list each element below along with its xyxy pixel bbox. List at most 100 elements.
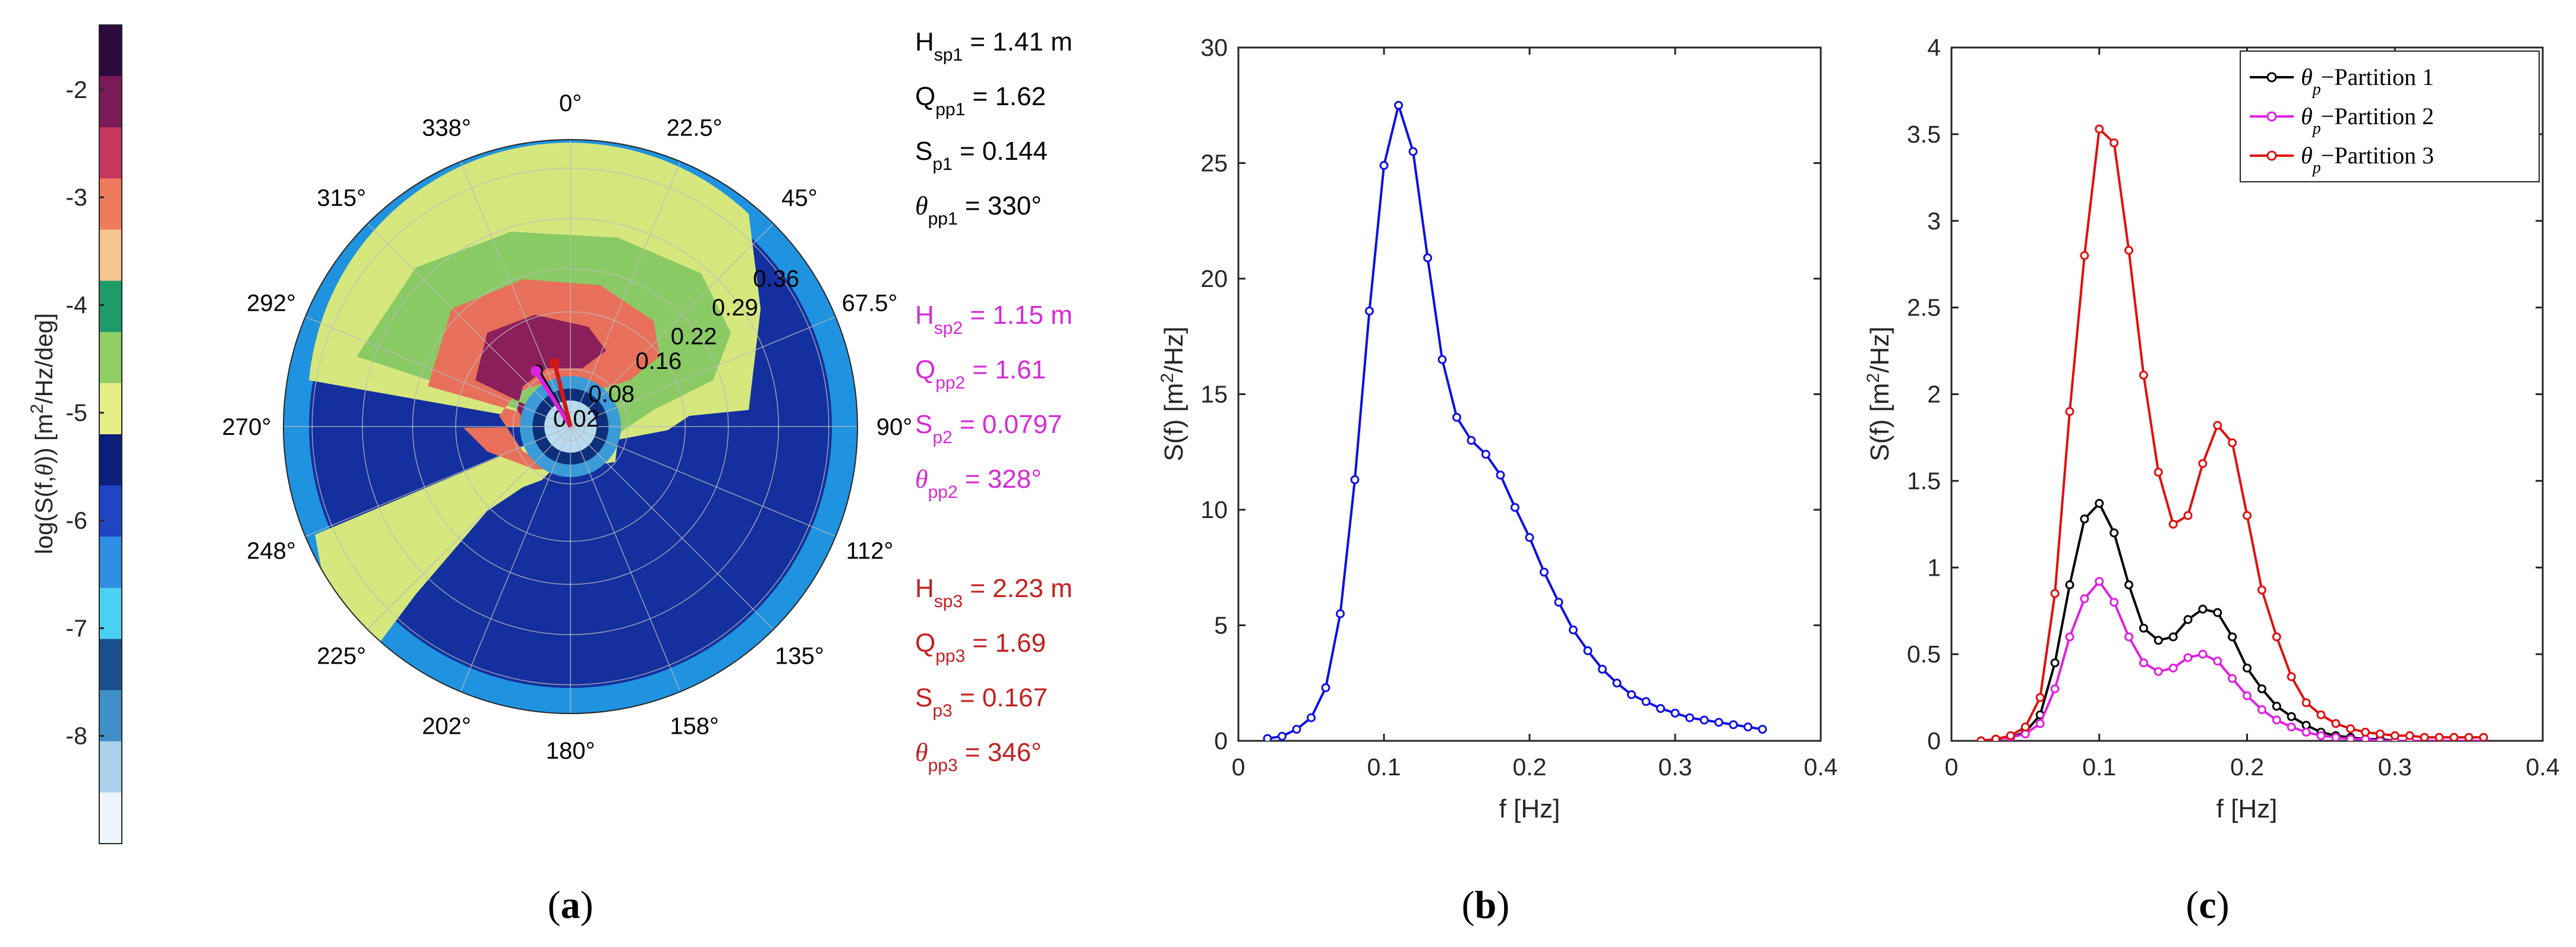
data-point [2449, 733, 2459, 741]
y-tick-label: 2.5 [1907, 294, 1941, 321]
polar-grid-spoke [305, 316, 571, 427]
x-tick-label: 0.1 [2082, 753, 2116, 781]
polar-direction-label: 90° [876, 414, 913, 440]
x-tick-label: 0 [1232, 753, 1246, 781]
data-point [2213, 656, 2222, 666]
data-point [1379, 160, 1389, 170]
data-point [2287, 672, 2296, 681]
data-point [1700, 715, 1709, 725]
x-tick-label: 0.3 [1659, 753, 1692, 781]
stat-line: θpp2 = 328° [915, 465, 1042, 502]
data-point [2050, 589, 2060, 598]
data-point [2479, 733, 2488, 741]
stat-line: Qpp1 = 1.62 [915, 82, 1046, 119]
colorbar-label: log(S(f,θ)) [m2/Hz/deg] [27, 313, 58, 554]
data-point [2435, 733, 2444, 741]
data-point [2124, 245, 2133, 255]
data-point [1714, 718, 1723, 727]
plot-b-ylabel: S(f) [m2/Hz] [1158, 327, 1189, 462]
polar-gap-east [594, 416, 773, 642]
data-point [2316, 710, 2326, 719]
polar-grid-spoke [570, 316, 836, 427]
stat-line: Sp3 = 0.167 [915, 683, 1048, 721]
plot-b-xlabel: f [Hz] [1499, 794, 1560, 823]
data-point [1976, 736, 1986, 741]
colorbar-tick-label: -2 [66, 76, 87, 103]
data-point [2301, 727, 2311, 737]
polar-gap-south [475, 469, 606, 648]
data-point [1307, 713, 1316, 722]
data-point [2198, 649, 2208, 659]
data-point [1278, 731, 1287, 741]
data-point [2124, 580, 2133, 589]
x-tick-label: 0 [1945, 753, 1959, 781]
peak-direction-arrow [534, 370, 572, 428]
data-point [1991, 734, 2001, 741]
colorbar-segment [99, 178, 122, 231]
data-point [1583, 646, 1593, 655]
data-point [2243, 663, 2252, 673]
stat-line: θpp1 = 330° [915, 191, 1042, 229]
y-tick-label: 3 [1927, 207, 1941, 235]
data-point [2035, 719, 2045, 728]
data-point [2420, 733, 2429, 741]
data-point [1263, 734, 1272, 741]
polar-grid [283, 140, 857, 714]
legend-entry: θp−Partition 3 [2301, 142, 2434, 177]
legend-entry: θp−Partition 1 [2301, 64, 2434, 99]
polar-energy-lobe [428, 279, 660, 469]
spectrum-plot-b: 0 0.1 0.2 0.3 0.4 0 5 10 15 20 25 30 f [Hz] S(f) [m… [1158, 34, 1838, 823]
polar-outline [283, 139, 858, 714]
colorbar-tick-label: -5 [66, 399, 87, 427]
stat-line: θpp3 = 346° [915, 738, 1042, 775]
peak-direction-arrowhead [530, 365, 541, 377]
colorbar-segment [99, 485, 122, 538]
plot-b-series [1263, 100, 1767, 741]
colorbar-segment [99, 536, 122, 589]
plot-c-series [1976, 124, 2488, 741]
data-point [1467, 435, 1476, 445]
data-point [2228, 674, 2237, 683]
polar-spectrum-plot: 0° 22.5° 45° 67.5° 90° 112° 135° 158° 180° 202° 22… [222, 90, 913, 764]
data-point [1540, 567, 1549, 577]
data-point [1394, 100, 1403, 110]
polar-grid-spoke [367, 223, 571, 427]
polar-radial-label: 0.29 [712, 295, 758, 321]
data-point [2272, 632, 2281, 642]
data-point [1511, 503, 1519, 512]
data-point [1612, 678, 1622, 688]
stat-line: Hsp2 = 1.15 m [915, 301, 1073, 338]
polar-direction-label: 315° [317, 185, 366, 212]
data-point [2095, 124, 2104, 134]
stat-line: Qpp2 = 1.61 [915, 355, 1046, 393]
colorbar-ticks: -2 -3 -4 -5 -6 -7 -8 [66, 76, 104, 750]
data-point [2065, 407, 2074, 416]
data-point [2110, 598, 2119, 607]
polar-direction-label: 22.5° [667, 115, 723, 141]
plot-c-ylabel: S(f) [m2/Hz] [1864, 327, 1895, 462]
data-point [1350, 475, 1360, 484]
data-point [2405, 731, 2414, 740]
colorbar-tick-label: -3 [66, 184, 87, 211]
data-point [1336, 609, 1345, 618]
x-tick-label: 0.2 [2230, 753, 2264, 781]
plot-b-ticks: 0 0.1 0.2 0.3 0.4 0 5 10 15 20 25 30 [1200, 34, 1837, 781]
colorbar-tick-label: -7 [66, 614, 87, 642]
partition-statistics: Hsp1 = 1.41 m Qpp1 = 1.62 Sp1 = 0.144 θpp1 … [915, 27, 1073, 775]
polar-radial-label: 0.36 [753, 266, 799, 292]
polar-direction-label: 270° [222, 414, 272, 440]
data-point [2139, 370, 2148, 380]
data-point [2020, 722, 2030, 732]
y-tick-label: 3.5 [1907, 121, 1941, 148]
data-point [2346, 724, 2356, 734]
colorbar-tick-label: -4 [66, 291, 87, 318]
polar-grid-spoke [570, 426, 774, 630]
colorbar-segment [99, 588, 122, 640]
colorbar-segment [99, 229, 122, 282]
data-point [2464, 733, 2474, 741]
panel-label-c: (c) [2186, 883, 2229, 927]
plot-c-legend: θp−Partition 1 θp−Partition 2 θp−Partition… [2240, 50, 2540, 182]
polar-grid-spoke [367, 426, 571, 630]
legend-marker [2266, 111, 2277, 122]
data-point [1743, 722, 1752, 732]
